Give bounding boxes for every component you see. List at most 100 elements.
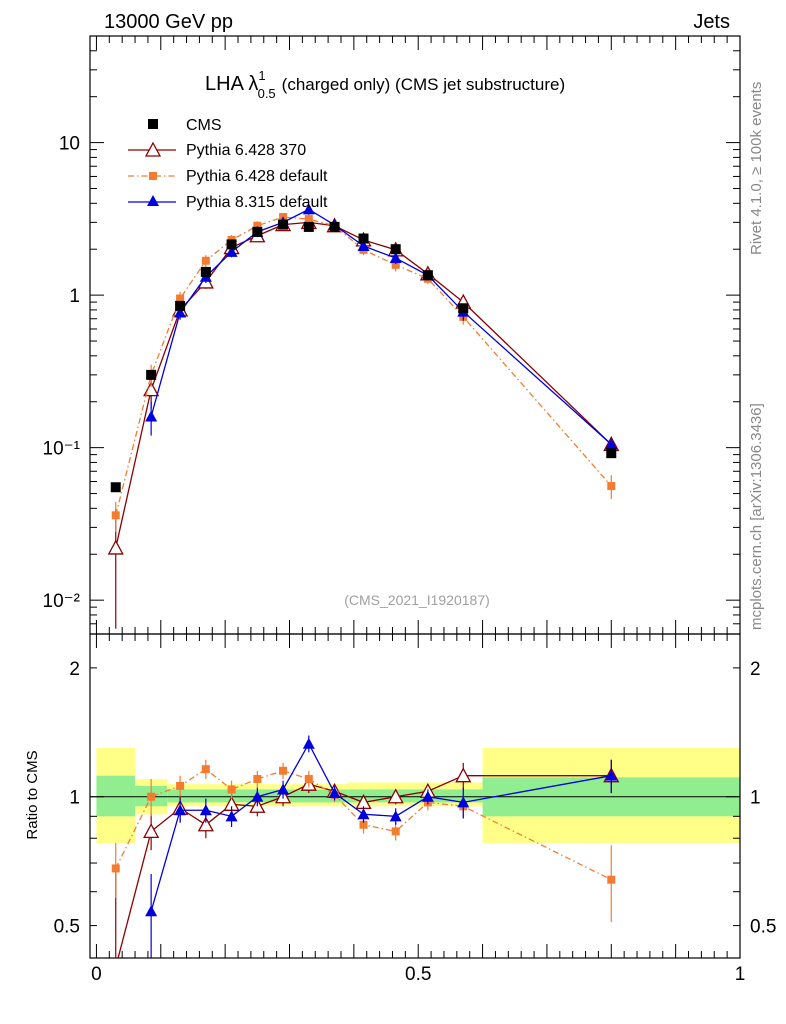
main-line-pythia-6-428-default xyxy=(115,216,612,516)
ratio-point-pythia-8-315-default xyxy=(457,796,470,808)
ratio-point-pythia-8-315-default xyxy=(389,810,402,822)
legend-label-pythia8-default: Pythia 8.315 default xyxy=(186,194,328,211)
main-point-pythia-6-428-default xyxy=(111,511,120,520)
ratio-point-pythia-8-315-default xyxy=(357,808,370,820)
ratio-point-pythia-6-428-370 xyxy=(387,788,404,804)
legend-marker-pythia8-default xyxy=(147,195,159,206)
ratio-point-pythia-6-428-370 xyxy=(109,960,123,973)
title-sup: 1 xyxy=(258,68,265,83)
ratio-point-pythia-6-428-default xyxy=(253,775,262,784)
plot-title: LHA λ1 0.5 (charged only) (CMS jet substru… xyxy=(205,68,565,101)
main-point-cms xyxy=(606,448,617,459)
title-main: LHA λ xyxy=(205,73,258,95)
main-point-pythia-8-315-default xyxy=(225,245,238,257)
ratio-point-pythia-6-428-default xyxy=(359,820,368,829)
legend-marker-pythia6-default xyxy=(149,172,157,180)
ratio-point-pythia-8-315-default xyxy=(199,804,212,816)
main-point-cms xyxy=(146,369,157,380)
main-point-cms xyxy=(390,244,401,255)
ratio-point-pythia-6-428-default xyxy=(607,875,616,884)
band-stat-0 xyxy=(96,775,136,817)
legend-entry-pythia6-default: Pythia 6.428 default xyxy=(128,168,328,185)
ratio-plot-area xyxy=(109,735,620,973)
ratio-point-pythia-8-315-default xyxy=(251,790,264,802)
analysis-id: (CMS_2021_I1920187) xyxy=(344,592,490,608)
header-right: Jets xyxy=(693,11,730,33)
main-point-pythia-8-315-default xyxy=(357,239,370,251)
main-point-cms xyxy=(458,303,469,314)
main-point-pythia-8-315-default xyxy=(389,252,402,264)
main-plot-area xyxy=(107,203,620,629)
ratio-point-pythia-6-428-default xyxy=(176,781,185,790)
main-point-cms xyxy=(175,300,186,311)
ratio-y-tick-label-left: 0.5 xyxy=(54,917,80,938)
ratio-point-pythia-8-315-default xyxy=(225,810,238,822)
ratio-point-pythia-8-315-default xyxy=(277,783,290,795)
ratio-point-pythia-6-428-default xyxy=(201,765,210,774)
main-point-cms xyxy=(358,233,369,244)
x-tick-label: 1 xyxy=(735,964,746,985)
legend-marker-pythia6-370 xyxy=(144,141,162,157)
main-y-tick-label: 10 xyxy=(59,134,80,155)
main-point-pythia-6-428-370 xyxy=(143,381,160,397)
legend: CMS Pythia 6.428 370 Pythia 6.428 defaul… xyxy=(128,117,328,211)
main-point-pythia-6-428-default xyxy=(304,215,313,224)
legend-entry-pythia6-370: Pythia 6.428 370 xyxy=(128,141,306,159)
main-point-pythia-6-428-370 xyxy=(107,539,124,555)
main-point-cms xyxy=(329,221,340,232)
legend-entry-pythia8-default: Pythia 8.315 default xyxy=(128,194,328,211)
ratio-y-tick-label-right: 1 xyxy=(750,788,761,809)
ratio-point-pythia-6-428-370 xyxy=(455,767,472,783)
ratio-point-pythia-6-428-default xyxy=(391,827,400,836)
main-point-pythia-6-428-default xyxy=(176,294,185,303)
ratio-point-pythia-8-315-default xyxy=(174,804,187,816)
main-point-cms xyxy=(252,226,263,237)
ratio-point-pythia-8-315-default xyxy=(421,790,434,802)
main-y-tick-label: 10⁻² xyxy=(43,591,81,612)
ratio-y-tick-label-right: 2 xyxy=(750,659,761,680)
ratio-point-pythia-8-315-default xyxy=(605,769,618,781)
main-point-pythia-8-315-default xyxy=(605,438,618,450)
ratio-y-label: Ratio to CMS xyxy=(24,750,41,839)
x-tick-label: 0 xyxy=(91,964,102,985)
main-point-pythia-8-315-default xyxy=(145,410,158,422)
title-rest: (charged only) (CMS jet substructure) xyxy=(282,75,565,94)
ratio-point-pythia-6-428-default xyxy=(111,864,120,873)
ratio-point-pythia-6-428-370 xyxy=(197,816,214,832)
main-point-cms xyxy=(422,270,433,281)
legend-marker-cms xyxy=(148,119,158,129)
ratio-point-pythia-6-428-default xyxy=(227,785,236,794)
legend-label-cms: CMS xyxy=(186,117,222,134)
ratio-point-pythia-8-315-default xyxy=(145,905,158,917)
ratio-y-tick-label-left: 2 xyxy=(69,659,80,680)
ratio-point-pythia-6-428-default xyxy=(304,775,313,784)
ratio-frame xyxy=(89,633,741,959)
main-y-tick-label: 1 xyxy=(69,286,80,307)
main-point-pythia-6-428-default xyxy=(607,482,616,491)
main-point-pythia-8-315-default xyxy=(302,203,315,215)
ratio-y-tick-label-right: 0.5 xyxy=(750,917,776,938)
ratio-line-pythia-6-428-default xyxy=(115,768,612,881)
legend-label-pythia6-default: Pythia 6.428 default xyxy=(186,168,328,185)
main-line-pythia-8-315-default xyxy=(150,208,612,445)
ratio-point-pythia-6-428-370 xyxy=(143,823,160,839)
main-point-cms xyxy=(110,482,121,493)
main-point-cms xyxy=(200,266,211,277)
title-sub: 0.5 xyxy=(258,86,276,101)
main-point-cms xyxy=(278,219,289,230)
main-line-pythia-6-428-370 xyxy=(115,221,612,549)
rivet-version-label: Rivet 4.1.0, ≥ 100k events xyxy=(748,81,765,255)
ratio-y-tick-label-left: 1 xyxy=(69,788,80,809)
x-tick-label: 0.5 xyxy=(405,964,431,985)
legend-label-pythia6-370: Pythia 6.428 370 xyxy=(186,142,306,159)
main-point-pythia-6-428-default xyxy=(253,221,262,230)
header-left: 13000 GeV pp xyxy=(104,11,233,33)
ratio-point-pythia-8-315-default xyxy=(302,737,315,749)
legend-entry-cms: CMS xyxy=(148,117,222,134)
main-point-cms xyxy=(303,221,314,232)
main-point-pythia-8-315-default xyxy=(174,306,187,318)
main-point-pythia-6-428-default xyxy=(201,256,210,265)
ratio-point-pythia-6-428-default xyxy=(147,792,156,801)
ratio-point-pythia-8-315-default xyxy=(328,787,341,799)
